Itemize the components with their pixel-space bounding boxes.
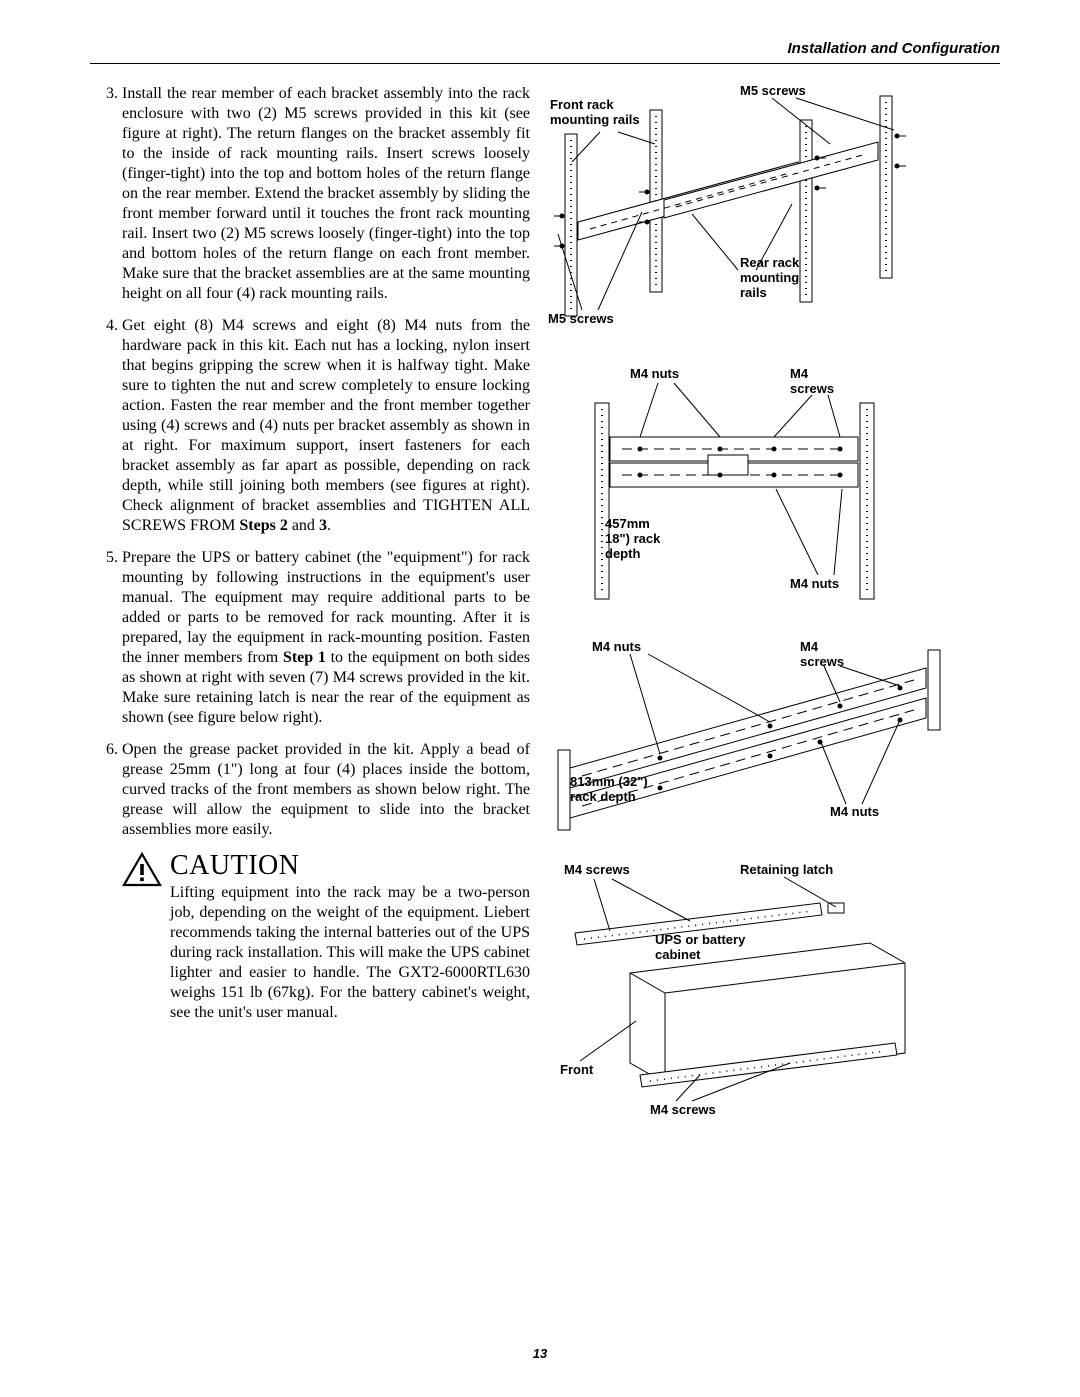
label-m4nuts-top-2: M4 nuts xyxy=(630,367,679,382)
caution-block: CAUTION Lifting equipment into the rack … xyxy=(122,852,530,1023)
step-4-mid: and xyxy=(288,517,319,534)
text-column: Install the rear member of each bracket … xyxy=(90,84,530,1151)
step-5-bold: Step 1 xyxy=(283,649,326,666)
figure-3-svg xyxy=(540,640,960,835)
figure-bracket-32in: M4 nuts M4 screws 813mm (32") rack depth… xyxy=(540,640,970,835)
label-m4screws-top-2: M4 screws xyxy=(790,367,834,397)
section-title: Installation and Configuration xyxy=(788,40,1001,57)
step-4: Get eight (8) M4 screws and eight (8) M4… xyxy=(122,316,530,536)
label-retaining: Retaining latch xyxy=(740,863,833,878)
label-m4screws-top-4: M4 screws xyxy=(564,863,630,878)
step-5: Prepare the UPS or battery cabinet (the … xyxy=(122,548,530,728)
page: Installation and Configuration Install t… xyxy=(0,0,1080,1397)
label-m5-top: M5 screws xyxy=(740,84,806,99)
label-rear-rails: Rear rack mounting rails xyxy=(740,256,799,301)
figure-4-svg xyxy=(540,863,960,1123)
label-ups: UPS or battery cabinet xyxy=(655,933,745,963)
content-row: Install the rear member of each bracket … xyxy=(90,84,1000,1151)
figure-rack-iso: M5 screws Front rack mounting rails Rear… xyxy=(540,84,970,339)
label-m4screws-bot-4: M4 screws xyxy=(650,1103,716,1118)
label-front-rails: Front rack mounting rails xyxy=(550,98,640,128)
label-m4nuts-bot-2: M4 nuts xyxy=(790,577,839,592)
label-depth-18: 457mm 18") rack depth xyxy=(605,517,660,562)
label-m5-bottom: M5 screws xyxy=(548,312,614,327)
label-depth-32: 813mm (32") rack depth xyxy=(570,775,648,805)
label-m4screws-top-3: M4 screws xyxy=(800,640,844,670)
step-4-tail: . xyxy=(327,517,331,534)
step-4-bold2: 3 xyxy=(319,517,327,534)
warning-icon xyxy=(122,852,162,888)
caution-text: CAUTION Lifting equipment into the rack … xyxy=(170,852,530,1023)
figure-ups-cabinet: M4 screws Retaining latch UPS or battery… xyxy=(540,863,970,1123)
label-front: Front xyxy=(560,1063,593,1078)
caution-body: Lifting equipment into the rack may be a… xyxy=(170,883,530,1023)
figure-2-svg xyxy=(540,367,960,612)
step-4-pre: Get eight (8) M4 screws and eight (8) M4… xyxy=(122,317,530,534)
step-3: Install the rear member of each bracket … xyxy=(122,84,530,304)
page-number: 13 xyxy=(0,1346,1080,1361)
step-3-text: Install the rear member of each bracket … xyxy=(122,85,530,302)
instruction-list: Install the rear member of each bracket … xyxy=(90,84,530,840)
label-m4nuts-top-3: M4 nuts xyxy=(592,640,641,655)
page-header: Installation and Configuration xyxy=(90,40,1000,64)
step-6-text: Open the grease packet provided in the k… xyxy=(122,741,530,838)
figure-bracket-18in: M4 nuts M4 screws 457mm 18") rack depth … xyxy=(540,367,970,612)
label-m4nuts-bot-3: M4 nuts xyxy=(830,805,879,820)
step-4-bold: Steps 2 xyxy=(239,517,287,534)
caution-title: CAUTION xyxy=(170,852,530,880)
figure-column: M5 screws Front rack mounting rails Rear… xyxy=(540,84,970,1151)
step-6: Open the grease packet provided in the k… xyxy=(122,740,530,840)
